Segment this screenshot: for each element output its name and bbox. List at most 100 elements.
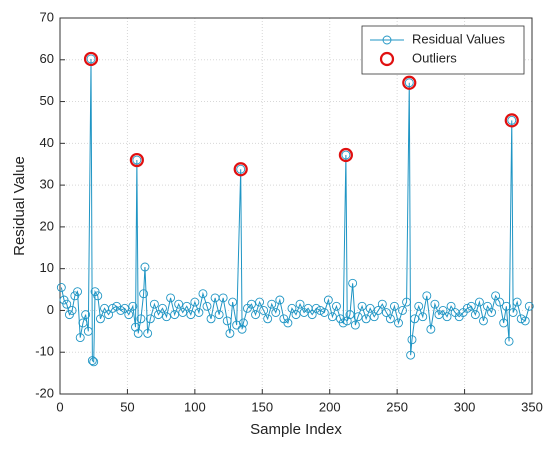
y-tick-label: 70 bbox=[40, 9, 54, 24]
data-marker bbox=[56, 283, 66, 292]
data-marker bbox=[470, 310, 480, 320]
data-marker bbox=[357, 301, 367, 311]
data-marker bbox=[483, 301, 492, 311]
legend-marker bbox=[382, 35, 392, 45]
data-marker bbox=[332, 301, 341, 311]
data-marker bbox=[341, 150, 351, 160]
data-marker bbox=[238, 318, 248, 328]
data-marker bbox=[404, 78, 414, 88]
data-marker bbox=[128, 301, 138, 311]
data-marker bbox=[133, 328, 143, 338]
y-tick-label: -20 bbox=[35, 385, 54, 400]
x-tick-label: 50 bbox=[120, 399, 134, 414]
data-marker bbox=[516, 314, 526, 324]
data-marker bbox=[143, 328, 153, 338]
data-marker bbox=[108, 303, 118, 313]
x-tick-label: 300 bbox=[454, 399, 476, 414]
data-marker bbox=[247, 299, 256, 309]
data-marker bbox=[385, 314, 395, 324]
data-marker bbox=[62, 299, 72, 309]
data-marker bbox=[361, 314, 371, 324]
data-marker bbox=[311, 303, 321, 313]
legend-label: Outliers bbox=[412, 50, 457, 65]
data-marker bbox=[153, 310, 163, 320]
data-marker bbox=[124, 310, 134, 320]
data-marker bbox=[206, 314, 216, 324]
data-marker bbox=[345, 310, 355, 320]
legend: Residual Values Outliers bbox=[361, 25, 525, 75]
data-marker bbox=[237, 324, 247, 334]
data-marker bbox=[89, 357, 99, 367]
data-marker bbox=[255, 297, 265, 307]
data-marker bbox=[491, 291, 501, 301]
data-marker bbox=[170, 310, 180, 320]
outlier-marker bbox=[83, 51, 99, 67]
outlier-marker bbox=[402, 75, 417, 90]
data-marker bbox=[407, 335, 417, 345]
data-marker bbox=[446, 301, 456, 311]
data-marker bbox=[182, 301, 192, 311]
y-tick-label: -10 bbox=[35, 344, 54, 359]
data-marker bbox=[158, 303, 167, 313]
data-marker bbox=[402, 297, 412, 307]
data-marker bbox=[136, 314, 146, 324]
data-marker bbox=[426, 324, 436, 334]
data-marker bbox=[178, 308, 188, 317]
data-marker bbox=[499, 318, 509, 328]
data-marker bbox=[291, 310, 301, 320]
data-marker bbox=[166, 293, 176, 303]
data-marker bbox=[418, 312, 428, 322]
data-marker bbox=[479, 316, 488, 326]
x-tick-label: 250 bbox=[386, 399, 408, 414]
data-marker bbox=[442, 312, 452, 322]
data-marker bbox=[139, 289, 149, 299]
data-marker bbox=[369, 312, 379, 322]
x-tick-label: 200 bbox=[319, 399, 341, 414]
data-marker bbox=[504, 336, 514, 346]
y-tick-label: 40 bbox=[40, 135, 54, 150]
y-tick-label: 20 bbox=[40, 218, 54, 233]
data-marker bbox=[524, 301, 534, 311]
data-marker bbox=[287, 303, 297, 313]
data-marker bbox=[462, 303, 472, 313]
data-marker bbox=[398, 305, 407, 315]
data-marker bbox=[319, 308, 329, 317]
data-marker bbox=[323, 295, 333, 305]
data-marker bbox=[104, 310, 113, 320]
y-tick-label: 60 bbox=[40, 51, 54, 66]
y-tick-label: 0 bbox=[47, 302, 54, 317]
data-marker bbox=[145, 314, 155, 324]
data-marker bbox=[501, 301, 511, 311]
data-marker bbox=[487, 308, 496, 317]
data-marker bbox=[87, 356, 97, 366]
data-marker bbox=[275, 295, 285, 305]
data-marker bbox=[75, 333, 85, 343]
data-marker bbox=[327, 312, 337, 322]
x-tick-label: 350 bbox=[521, 399, 543, 414]
data-marker bbox=[214, 310, 224, 320]
data-marker bbox=[410, 314, 420, 324]
series-line bbox=[60, 58, 530, 363]
data-marker bbox=[131, 322, 140, 332]
legend-box bbox=[361, 25, 525, 75]
data-marker bbox=[271, 308, 281, 317]
legend-marker bbox=[379, 51, 395, 67]
data-marker bbox=[422, 291, 432, 301]
data-marker bbox=[222, 316, 232, 326]
data-marker bbox=[512, 297, 522, 307]
data-marker bbox=[83, 326, 93, 336]
legend-label: Residual Values bbox=[412, 31, 505, 46]
data-marker bbox=[251, 310, 260, 320]
data-marker bbox=[295, 299, 305, 309]
data-marker bbox=[394, 318, 403, 328]
data-marker bbox=[67, 305, 77, 315]
data-marker bbox=[116, 305, 126, 315]
data-marker bbox=[389, 301, 399, 311]
data-marker bbox=[283, 318, 293, 328]
data-marker bbox=[466, 301, 476, 311]
data-marker bbox=[132, 155, 142, 165]
data-marker bbox=[218, 293, 228, 303]
data-marker bbox=[406, 350, 416, 360]
data-marker bbox=[86, 54, 96, 64]
data-marker bbox=[186, 310, 196, 320]
